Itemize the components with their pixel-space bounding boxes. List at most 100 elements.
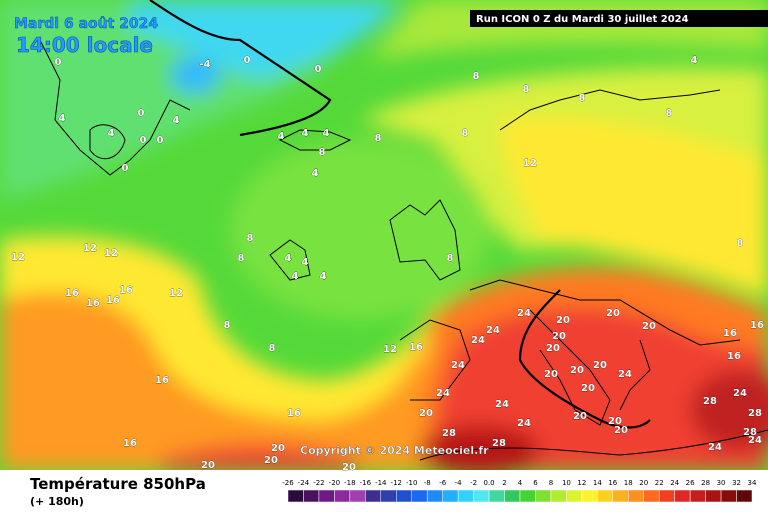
color-swatch — [442, 489, 459, 503]
scale-label: 4 — [518, 479, 523, 487]
isotherm-label: 12 — [11, 252, 25, 263]
isotherm-label: 12 — [83, 243, 97, 254]
isotherm-label: 16 — [750, 320, 764, 331]
variable-name: Température 850hPa — [30, 475, 206, 493]
scale-label: 2 — [502, 479, 506, 487]
isotherm-label: 8 — [473, 71, 480, 82]
isotherm-label: 0 — [140, 135, 147, 146]
isotherm-label: 4 — [302, 128, 309, 139]
isotherm-label: 8 — [269, 343, 276, 354]
isotherm-label: 8 — [523, 84, 530, 95]
isotherm-label: 8 — [579, 93, 586, 104]
scale-label: 30 — [717, 479, 726, 487]
scale-label: -2 — [470, 479, 477, 487]
isotherm-label: 20 — [593, 360, 607, 371]
scale-label: -26 — [282, 479, 294, 487]
isotherm-label: 4 — [292, 271, 299, 282]
isotherm-label: -4 — [199, 59, 210, 70]
scale-label: 10 — [562, 479, 571, 487]
isotherm-label: 4 — [691, 55, 698, 66]
color-swatch — [705, 489, 722, 503]
isotherm-label: 20 — [544, 369, 558, 380]
scale-label: 20 — [639, 479, 648, 487]
scale-label: 14 — [593, 479, 602, 487]
isotherm-label: 8 — [319, 147, 326, 158]
color-swatch — [674, 489, 691, 503]
color-bar: -26 -24 -22 -20 -18 -16 -14 -12 -10 -8 -6 -4 -2 0.0 2 4… — [282, 479, 757, 503]
scale-label: -10 — [406, 479, 417, 487]
isotherm-label: 24 — [733, 388, 747, 399]
isotherm-label: 20 — [606, 308, 620, 319]
color-swatch — [658, 489, 675, 503]
color-swatch — [303, 489, 320, 503]
isotherm-label: 20 — [271, 443, 285, 454]
color-swatch — [380, 489, 397, 503]
isotherm-label: 20 — [201, 460, 215, 471]
isotherm-label: 24 — [486, 325, 500, 336]
scale-label: 12 — [577, 479, 586, 487]
isotherm-label: 16 — [287, 408, 301, 419]
isotherm-label: 8 — [375, 133, 382, 144]
run-info: Run ICON 0 Z du Mardi 30 juillet 2024 — [476, 14, 689, 25]
isotherm-label: 20 — [556, 315, 570, 326]
scale-label: -24 — [298, 479, 310, 487]
isotherm-label: 24 — [748, 435, 762, 446]
temperature-field — [0, 0, 768, 470]
isotherm-label: 4 — [173, 115, 180, 126]
isotherm-label: 8 — [224, 320, 231, 331]
color-swatch — [396, 489, 412, 503]
scale-label: 18 — [624, 479, 633, 487]
isotherm-label: 12 — [104, 248, 118, 259]
isotherm-label: 16 — [119, 285, 133, 296]
isotherm-label: 16 — [155, 375, 169, 386]
isotherm-label: 24 — [436, 388, 450, 399]
isotherm-label: 8 — [447, 253, 454, 264]
isotherm-label: 4 — [302, 257, 309, 268]
isotherm-label: 24 — [618, 369, 632, 380]
valid-date: Mardi 6 août 2024 — [14, 16, 158, 32]
isotherm-label: 24 — [451, 360, 465, 371]
valid-time: 14:00 locale — [16, 33, 153, 57]
isotherm-label: 4 — [108, 128, 115, 139]
isotherm-label: 16 — [409, 342, 423, 353]
scale-label: -8 — [424, 479, 431, 487]
lead-time: (+ 180h) — [30, 495, 84, 508]
isotherm-label: 24 — [471, 335, 485, 346]
color-swatch — [736, 489, 753, 503]
color-swatch — [488, 489, 505, 503]
isotherm-label: 20 — [419, 408, 433, 419]
scale-label: -4 — [455, 479, 463, 487]
isotherm-label: 28 — [703, 396, 717, 407]
color-swatch — [566, 489, 583, 503]
isotherm-label: 28 — [492, 438, 506, 449]
isotherm-label: 0 — [157, 135, 164, 146]
isotherm-label: 8 — [238, 253, 245, 264]
color-swatch — [334, 489, 351, 503]
isotherm-label: 28 — [748, 408, 762, 419]
isotherm-label: 4 — [285, 253, 292, 264]
isotherm-label: 4 — [59, 113, 66, 124]
isotherm-label: 8 — [462, 128, 469, 139]
color-swatch — [612, 489, 629, 503]
iso-0-line — [149, 0, 651, 429]
isotherm-label: 20 — [642, 321, 656, 332]
isotherm-label: 0 — [55, 57, 62, 68]
isotherm-label: 24 — [517, 418, 531, 429]
color-swatch — [426, 489, 443, 503]
isotherm-label: 12 — [523, 158, 537, 169]
scale-label: 24 — [670, 479, 679, 487]
scale-label: 32 — [732, 479, 741, 487]
isotherm-label: 24 — [708, 442, 722, 453]
color-swatch — [597, 489, 614, 503]
isotherm-label: 0 — [122, 163, 129, 174]
scale-label: 8 — [549, 479, 553, 487]
isotherm-label: 20 — [342, 462, 356, 473]
isotherm-label: 12 — [169, 288, 183, 299]
color-swatch — [689, 489, 706, 503]
isotherm-label: 16 — [727, 351, 741, 362]
color-swatch — [457, 489, 474, 503]
color-swatch — [643, 489, 660, 503]
isotherm-label: 8 — [737, 238, 744, 249]
